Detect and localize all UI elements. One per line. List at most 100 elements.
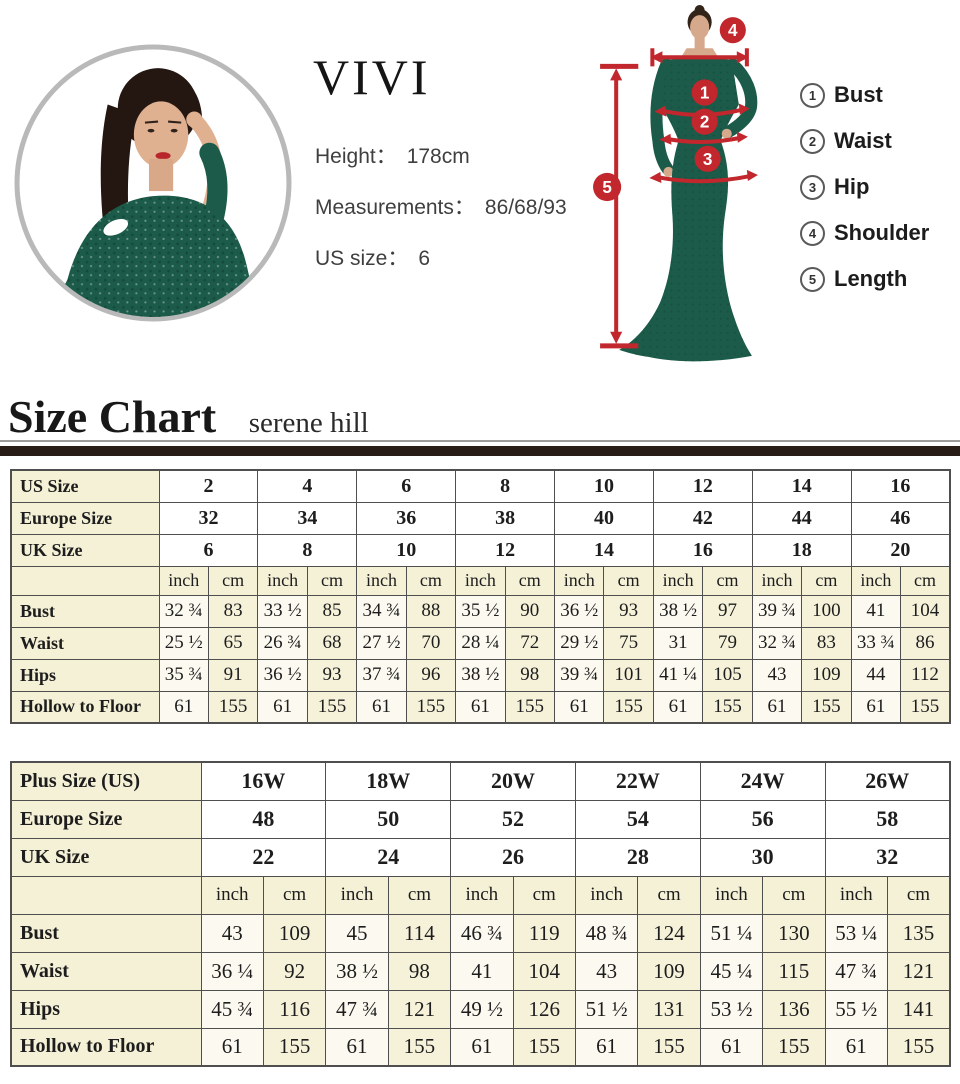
cm-value-cell: 79: [702, 626, 753, 660]
circled-number-icon: 4: [800, 220, 825, 246]
unit-cell: inch: [200, 875, 264, 915]
cm-value-cell: 105: [702, 658, 753, 692]
size-cell: 2: [158, 469, 259, 503]
legend-item-bust: 1 Bust: [800, 82, 929, 108]
inch-value-cell: 41: [850, 594, 902, 628]
size-cell: 42: [652, 501, 753, 535]
cm-value-cell: 121: [387, 989, 452, 1029]
inch-value-cell: 36 ½: [553, 594, 605, 628]
cm-value-cell: 72: [504, 626, 556, 660]
size-cell: 40: [554, 501, 654, 535]
unit-cell: inch: [325, 875, 389, 915]
cm-value-cell: 116: [262, 989, 327, 1029]
cm-value-cell: 155: [512, 1027, 576, 1067]
row-label: UK Size: [10, 837, 202, 877]
plus-size-table: Plus Size (US) 16W 18W 20W 22W 24W 26W Europe S…: [10, 761, 951, 1067]
size-cell: 20W: [450, 761, 576, 801]
cm-value-cell: 83: [207, 594, 259, 628]
inch-value-cell: 35 ¾: [158, 658, 209, 692]
inch-value-cell: 61: [325, 1027, 389, 1067]
unit-cell: cm: [405, 565, 457, 596]
row-label: Bust: [10, 913, 202, 953]
legend-label: Waist: [834, 128, 892, 153]
unit-cell: cm: [504, 565, 556, 596]
inch-value-cell: 45: [325, 913, 389, 953]
size-cell: 8: [257, 533, 358, 567]
cm-value-cell: 93: [306, 658, 358, 692]
cm-value-cell: 155: [504, 690, 556, 724]
cm-value-cell: 119: [512, 913, 576, 953]
inch-value-cell: 43: [751, 658, 803, 692]
inch-value-cell: 33 ¾: [850, 626, 902, 660]
model-stats: Height： 178cm Measurements： 86/68/93 US size…: [315, 140, 567, 293]
cm-value-cell: 155: [762, 1027, 826, 1067]
row-label: Hollow to Floor: [10, 1027, 202, 1067]
unit-cell: inch: [824, 875, 888, 915]
legend-item-shoulder: 4 Shoulder: [800, 220, 929, 246]
unit-cell: cm: [886, 875, 951, 915]
row-label: Europe Size: [10, 799, 202, 839]
cm-value-cell: 155: [387, 1027, 452, 1067]
unit-cell: cm: [637, 875, 701, 915]
heading-block: Size Chart serene hill: [8, 390, 369, 443]
cm-value-cell: 124: [637, 913, 701, 953]
size-cell: 14: [554, 533, 654, 567]
stat-value: 6: [418, 247, 431, 270]
size-cell: 24W: [699, 761, 826, 801]
unit-cell: cm: [512, 875, 576, 915]
regular-size-table: US Size 2 4 6 8 10 12 14 16 Europe Size 32 34 36 38 40…: [10, 469, 951, 724]
unit-cell: inch: [553, 565, 605, 596]
unit-cell: cm: [900, 565, 951, 596]
row-label: Waist: [10, 951, 202, 991]
inch-value-cell: 51 ½: [574, 989, 639, 1029]
size-cell: 14: [751, 469, 852, 503]
cm-value-cell: 70: [405, 626, 457, 660]
inch-value-cell: 49 ½: [450, 989, 514, 1029]
inch-value-cell: 61: [850, 690, 902, 724]
inch-value-cell: 26 ¾: [257, 626, 308, 660]
size-row: UK Size 6 8 10 12 14 16 18 20: [10, 533, 951, 567]
size-cell: 50: [325, 799, 452, 839]
size-cell: 18: [751, 533, 852, 567]
size-cell: 10: [356, 533, 457, 567]
size-cell: 48: [200, 799, 327, 839]
cm-value-cell: 121: [886, 951, 951, 991]
size-cell: 16: [652, 533, 753, 567]
unit-cell: inch: [158, 565, 209, 596]
size-cell: 44: [751, 501, 852, 535]
inch-value-cell: 33 ½: [257, 594, 308, 628]
unit-cell: inch: [652, 565, 704, 596]
cm-value-cell: 96: [405, 658, 457, 692]
size-row: US Size 2 4 6 8 10 12 14 16: [10, 469, 951, 503]
marker-4: 4: [728, 21, 738, 40]
legend-label: Bust: [834, 82, 883, 107]
size-cell: 58: [824, 799, 951, 839]
cm-value-cell: 86: [900, 626, 951, 660]
cm-value-cell: 100: [801, 594, 852, 628]
inch-value-cell: 61: [158, 690, 209, 724]
inch-value-cell: 55 ½: [824, 989, 888, 1029]
size-cell: 36: [356, 501, 457, 535]
row-label: Hips: [10, 989, 202, 1029]
row-label: US Size: [10, 469, 160, 503]
cm-value-cell: 65: [207, 626, 259, 660]
row-label: Waist: [10, 626, 160, 660]
size-cell: 46: [850, 501, 951, 535]
cm-value-cell: 93: [603, 594, 654, 628]
cm-value-cell: 90: [504, 594, 556, 628]
cm-value-cell: 112: [900, 658, 951, 692]
size-cell: 32: [824, 837, 951, 877]
inch-value-cell: 61: [257, 690, 308, 724]
cm-value-cell: 68: [306, 626, 358, 660]
size-cell: 18W: [325, 761, 452, 801]
size-cell: 22W: [574, 761, 701, 801]
cm-value-cell: 155: [900, 690, 951, 724]
size-cell: 28: [574, 837, 701, 877]
marker-5: 5: [602, 178, 612, 197]
cm-value-cell: 130: [762, 913, 826, 953]
row-label: [10, 875, 202, 915]
legend-label: Length: [834, 266, 908, 291]
unit-cell: cm: [262, 875, 327, 915]
